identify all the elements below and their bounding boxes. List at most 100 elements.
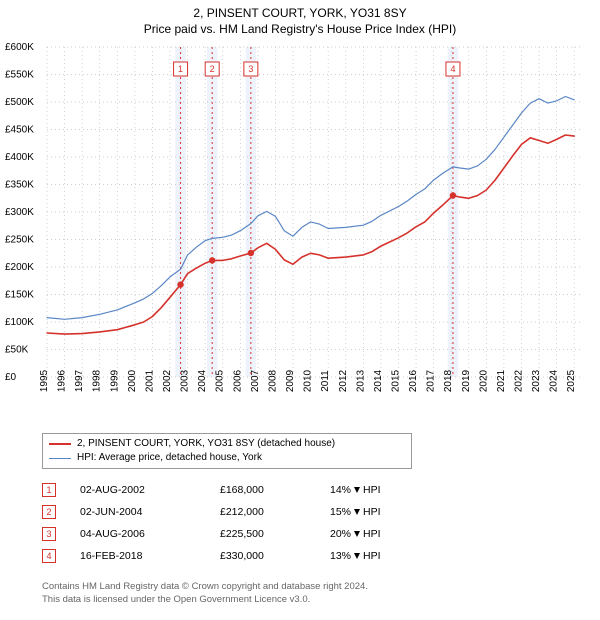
- sales-diff-pct: 14%: [330, 484, 351, 496]
- x-tick-label: 1999: [109, 370, 120, 393]
- sales-row: 1 02-AUG-2002£168,00014% HPI: [42, 479, 600, 501]
- x-tick-label: 2009: [285, 370, 296, 393]
- sales-table: 102-AUG-2002£168,00014% HPI202-JUN-2004£…: [42, 479, 600, 567]
- footer-line1: Contains HM Land Registry data © Crown c…: [42, 581, 600, 593]
- sales-diff-pct: 20%: [330, 528, 351, 540]
- x-tick-label: 2023: [531, 370, 542, 393]
- sales-row: 4 16-FEB-2018£330,00013% HPI: [42, 545, 600, 567]
- sale-marker-number: 2: [210, 64, 215, 74]
- x-tick-label: 2008: [267, 370, 278, 393]
- arrow-down-icon: [354, 553, 360, 559]
- sales-price: £212,000: [220, 506, 330, 518]
- x-tick-label: 2004: [197, 370, 208, 393]
- sales-row: 3 04-AUG-2006£225,50020% HPI: [42, 523, 600, 545]
- chart-area: £0 £50K £100K £150K £200K £250K £300K £350K £400…: [0, 39, 600, 425]
- x-tick-label: 2020: [478, 370, 489, 393]
- x-tick-label: 2015: [390, 370, 401, 393]
- sales-price: £168,000: [220, 484, 330, 496]
- sales-date: 02-AUG-2002: [80, 484, 220, 496]
- arrow-down-icon: [354, 509, 360, 515]
- legend-swatch: [49, 458, 71, 459]
- x-tick-label: 2021: [496, 370, 507, 393]
- legend-swatch: [49, 443, 71, 445]
- x-tick-label: 2005: [215, 370, 226, 393]
- x-tick-label: 2011: [320, 370, 331, 392]
- x-tick-label: 2014: [373, 370, 384, 393]
- x-tick-label: 2019: [461, 370, 472, 393]
- title-subtitle: Price paid vs. HM Land Registry's House …: [0, 22, 600, 38]
- sales-marker-box: 2: [42, 505, 56, 519]
- y-tick-label: £500K: [5, 97, 34, 108]
- y-tick-label: £250K: [5, 235, 34, 246]
- sales-marker-box: 1: [42, 483, 56, 497]
- sales-diff-suffix: HPI: [363, 550, 381, 562]
- x-tick-label: 2006: [232, 370, 243, 393]
- x-tick-label: 1998: [92, 370, 103, 393]
- sales-diff-suffix: HPI: [363, 506, 381, 518]
- x-tick-label: 2017: [426, 370, 437, 393]
- sales-date: 16-FEB-2018: [80, 550, 220, 562]
- y-tick-label: £150K: [5, 290, 34, 301]
- arrow-down-icon: [354, 487, 360, 493]
- sales-diff: 13% HPI: [330, 550, 381, 562]
- chart-container: 2, PINSENT COURT, YORK, YO31 8SY Price p…: [0, 0, 600, 614]
- sales-diff: 20% HPI: [330, 528, 381, 540]
- arrow-down-icon: [354, 531, 360, 537]
- footer: Contains HM Land Registry data © Crown c…: [42, 581, 600, 614]
- sale-point: [248, 250, 254, 256]
- sale-point: [177, 282, 183, 288]
- series-property: [47, 135, 574, 334]
- legend-label: 2, PINSENT COURT, YORK, YO31 8SY (detach…: [77, 437, 335, 451]
- sales-marker-box: 3: [42, 527, 56, 541]
- x-tick-label: 1996: [57, 370, 68, 393]
- y-tick-label: £50K: [5, 345, 29, 356]
- x-tick-label: 2003: [180, 370, 191, 393]
- y-tick-label: £100K: [5, 317, 34, 328]
- title-address: 2, PINSENT COURT, YORK, YO31 8SY: [0, 6, 600, 22]
- legend: 2, PINSENT COURT, YORK, YO31 8SY (detach…: [42, 433, 412, 469]
- sales-date: 02-JUN-2004: [80, 506, 220, 518]
- sales-price: £225,500: [220, 528, 330, 540]
- x-tick-label: 2013: [355, 370, 366, 393]
- title-block: 2, PINSENT COURT, YORK, YO31 8SY Price p…: [0, 0, 600, 39]
- sales-diff-suffix: HPI: [363, 484, 381, 496]
- y-tick-label: £300K: [5, 207, 34, 218]
- x-tick-label: 2001: [144, 370, 155, 393]
- sales-price: £330,000: [220, 550, 330, 562]
- x-tick-label: 2007: [250, 370, 261, 393]
- y-tick-label: £550K: [5, 70, 34, 81]
- legend-row: 2, PINSENT COURT, YORK, YO31 8SY (detach…: [49, 437, 405, 451]
- x-tick-label: 2012: [338, 370, 349, 393]
- y-tick-label: £450K: [5, 125, 34, 136]
- x-tick-label: 1997: [74, 370, 85, 393]
- sales-diff: 14% HPI: [330, 484, 381, 496]
- x-tick-label: 2000: [127, 370, 138, 393]
- footer-line2: This data is licensed under the Open Gov…: [42, 594, 600, 606]
- y-tick-label: £350K: [5, 180, 34, 191]
- sale-marker-number: 4: [450, 64, 455, 74]
- sale-marker-number: 1: [178, 64, 183, 74]
- y-tick-label: £0: [5, 372, 17, 383]
- y-tick-label: £600K: [5, 42, 34, 53]
- sale-marker-number: 3: [248, 64, 253, 74]
- legend-label: HPI: Average price, detached house, York: [77, 451, 262, 465]
- chart-svg: £0 £50K £100K £150K £200K £250K £300K £350K £400…: [0, 39, 600, 425]
- sale-point: [209, 257, 215, 263]
- sales-diff-suffix: HPI: [363, 528, 381, 540]
- sale-point: [450, 192, 456, 198]
- legend-row: HPI: Average price, detached house, York: [49, 451, 405, 465]
- sales-date: 04-AUG-2006: [80, 528, 220, 540]
- y-tick-label: £400K: [5, 152, 34, 163]
- sales-diff: 15% HPI: [330, 506, 381, 518]
- x-tick-label: 2022: [513, 370, 524, 393]
- x-tick-label: 2010: [303, 370, 314, 393]
- y-tick-label: £200K: [5, 262, 34, 273]
- x-tick-label: 2016: [408, 370, 419, 393]
- x-tick-label: 2024: [549, 370, 560, 393]
- sales-marker-box: 4: [42, 549, 56, 563]
- sales-diff-pct: 15%: [330, 506, 351, 518]
- x-tick-label: 2002: [162, 370, 173, 393]
- x-tick-label: 1995: [39, 370, 50, 393]
- x-tick-label: 2025: [566, 370, 577, 393]
- sales-row: 2 02-JUN-2004£212,00015% HPI: [42, 501, 600, 523]
